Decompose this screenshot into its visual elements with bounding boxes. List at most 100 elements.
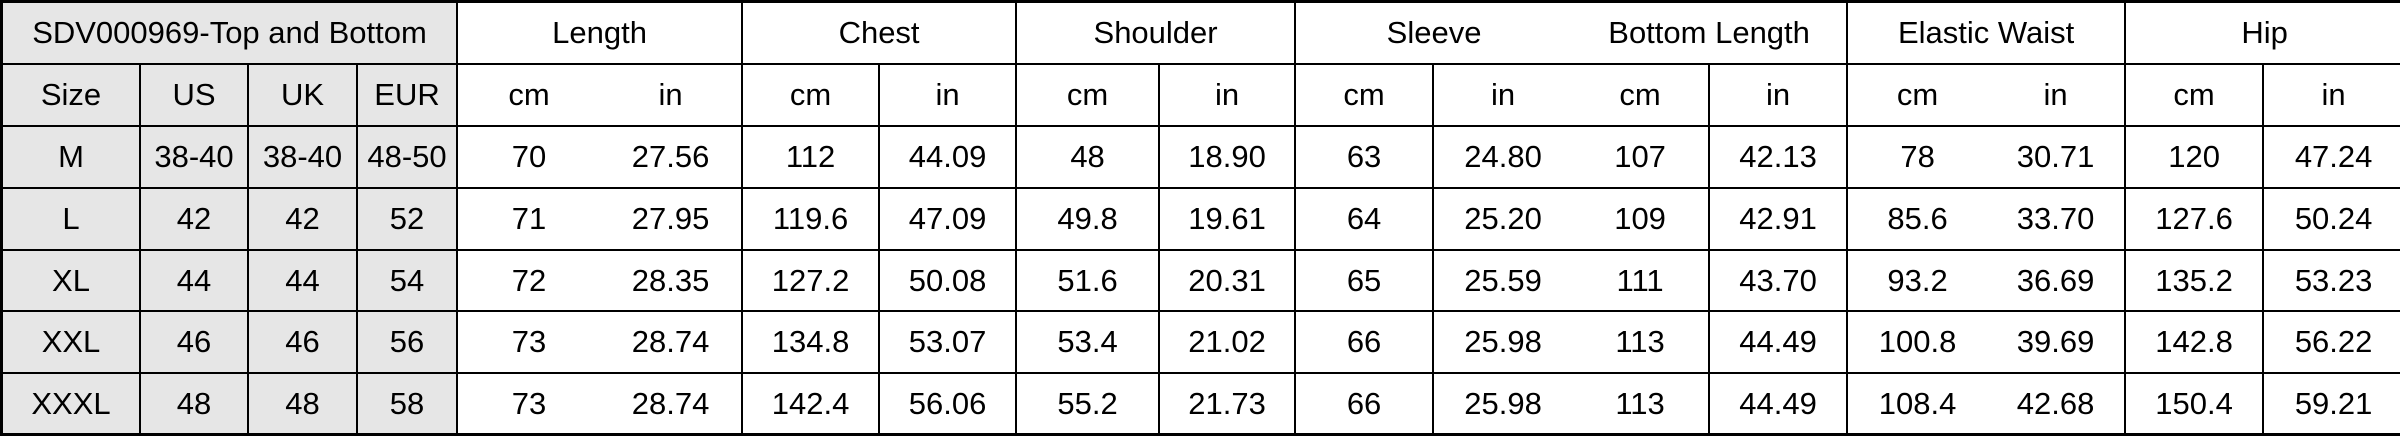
- eur-size-cell: 56: [358, 312, 459, 375]
- measurement-cell: 111: [1572, 250, 1711, 313]
- measurement-cell: 66: [1296, 374, 1435, 433]
- unit-cell-hip-cm: cm: [2126, 64, 2265, 127]
- measurement-cell: 28.74: [600, 312, 744, 375]
- measurement-cell: 25.59: [1434, 250, 1573, 313]
- measurement-cell: 56.22: [2264, 312, 2400, 375]
- measurement-cell: 24.80: [1434, 126, 1573, 189]
- measurement-cell: 27.56: [600, 126, 744, 189]
- measurement-cell: 20.31: [1160, 250, 1297, 313]
- measurement-cell: 18.90: [1160, 126, 1297, 189]
- unit-cell-shoulder-in: in: [1160, 64, 1297, 127]
- measurement-cell: 113: [1572, 374, 1711, 433]
- size-label-cell: XL: [3, 250, 141, 313]
- measurement-cell: 71: [458, 188, 601, 251]
- group-header-shoulder: Shoulder: [1017, 3, 1297, 65]
- unit-cell-hip-in: in: [2264, 64, 2400, 127]
- measurement-cell: 107: [1572, 126, 1711, 189]
- eur-column-header: EUR: [358, 64, 459, 127]
- measurement-cell: 48: [1017, 126, 1161, 189]
- header-row-groups: SDV000969-Top and Bottom Length Chest Sh…: [3, 3, 2400, 65]
- size-label-cell: XXL: [3, 312, 141, 375]
- measurement-cell: 21.02: [1160, 312, 1297, 375]
- measurement-cell: 53.07: [880, 312, 1018, 375]
- measurement-cell: 25.20: [1434, 188, 1573, 251]
- measurement-cell: 28.74: [600, 374, 744, 433]
- uk-size-cell: 44: [249, 250, 358, 313]
- measurement-cell: 28.35: [600, 250, 744, 313]
- size-label-cell: L: [3, 188, 141, 251]
- unit-cell-elastic-waist-in: in: [1987, 64, 2127, 127]
- measurement-cell: 63: [1296, 126, 1435, 189]
- measurement-cell: 150.4: [2126, 374, 2265, 433]
- measurement-cell: 44.49: [1710, 374, 1849, 433]
- measurement-cell: 93.2: [1848, 250, 1988, 313]
- table-row: XXL 46 46 56 73 28.74 134.8 53.07 53.4 2…: [3, 312, 2400, 375]
- measurement-cell: 65: [1296, 250, 1435, 313]
- us-column-header: US: [141, 64, 249, 127]
- group-header-sleeve: Sleeve: [1296, 3, 1573, 65]
- measurement-cell: 109: [1572, 188, 1711, 251]
- measurement-cell: 30.71: [1987, 126, 2127, 189]
- measurement-cell: 85.6: [1848, 188, 1988, 251]
- measurement-cell: 127.6: [2126, 188, 2265, 251]
- group-header-bottom-length: Bottom Length: [1572, 3, 1849, 65]
- table-row: M 38-40 38-40 48-50 70 27.56 112 44.09 4…: [3, 126, 2400, 189]
- measurement-cell: 78: [1848, 126, 1988, 189]
- eur-size-cell: 54: [358, 250, 459, 313]
- unit-cell-chest-cm: cm: [743, 64, 881, 127]
- unit-cell-chest-in: in: [880, 64, 1018, 127]
- measurement-cell: 64: [1296, 188, 1435, 251]
- measurement-cell: 142.4: [743, 374, 881, 433]
- measurement-cell: 108.4: [1848, 374, 1988, 433]
- measurement-cell: 44.09: [880, 126, 1018, 189]
- measurement-cell: 53.4: [1017, 312, 1161, 375]
- measurement-cell: 100.8: [1848, 312, 1988, 375]
- size-label-cell: XXXL: [3, 374, 141, 433]
- measurement-cell: 73: [458, 312, 601, 375]
- measurement-cell: 112: [743, 126, 881, 189]
- eur-size-cell: 58: [358, 374, 459, 433]
- measurement-cell: 120: [2126, 126, 2265, 189]
- measurement-cell: 134.8: [743, 312, 881, 375]
- group-header-elastic-waist: Elastic Waist: [1848, 3, 2127, 65]
- unit-cell-bottom-length-in: in: [1710, 64, 1849, 127]
- measurement-cell: 51.6: [1017, 250, 1161, 313]
- uk-size-cell: 46: [249, 312, 358, 375]
- measurement-cell: 42.68: [1987, 374, 2127, 433]
- us-size-cell: 38-40: [141, 126, 249, 189]
- unit-cell-length-in: in: [600, 64, 744, 127]
- us-size-cell: 42: [141, 188, 249, 251]
- measurement-cell: 59.21: [2264, 374, 2400, 433]
- uk-size-cell: 48: [249, 374, 358, 433]
- unit-cell-sleeve-in: in: [1434, 64, 1573, 127]
- measurement-cell: 47.24: [2264, 126, 2400, 189]
- product-code-cell: SDV000969-Top and Bottom: [3, 3, 459, 65]
- measurement-cell: 66: [1296, 312, 1435, 375]
- measurement-cell: 47.09: [880, 188, 1018, 251]
- table-row: XL 44 44 54 72 28.35 127.2 50.08 51.6 20…: [3, 250, 2400, 313]
- measurement-cell: 19.61: [1160, 188, 1297, 251]
- unit-cell-shoulder-cm: cm: [1017, 64, 1161, 127]
- measurement-cell: 44.49: [1710, 312, 1849, 375]
- header-row-units: Size US UK EUR cm in cm in cm in cm in c…: [3, 64, 2400, 127]
- measurement-cell: 50.24: [2264, 188, 2400, 251]
- unit-cell-bottom-length-cm: cm: [1572, 64, 1711, 127]
- measurement-cell: 56.06: [880, 374, 1018, 433]
- table-row: L 42 42 52 71 27.95 119.6 47.09 49.8 19.…: [3, 188, 2400, 251]
- size-label-cell: M: [3, 126, 141, 189]
- measurement-cell: 72: [458, 250, 601, 313]
- measurement-cell: 42.13: [1710, 126, 1849, 189]
- measurement-cell: 70: [458, 126, 601, 189]
- unit-cell-sleeve-cm: cm: [1296, 64, 1435, 127]
- measurement-cell: 119.6: [743, 188, 881, 251]
- measurement-cell: 142.8: [2126, 312, 2265, 375]
- size-column-header: Size: [3, 64, 141, 127]
- measurement-cell: 55.2: [1017, 374, 1161, 433]
- measurement-cell: 39.69: [1987, 312, 2127, 375]
- measurement-cell: 53.23: [2264, 250, 2400, 313]
- unit-cell-elastic-waist-cm: cm: [1848, 64, 1988, 127]
- measurement-cell: 113: [1572, 312, 1711, 375]
- us-size-cell: 48: [141, 374, 249, 433]
- us-size-cell: 44: [141, 250, 249, 313]
